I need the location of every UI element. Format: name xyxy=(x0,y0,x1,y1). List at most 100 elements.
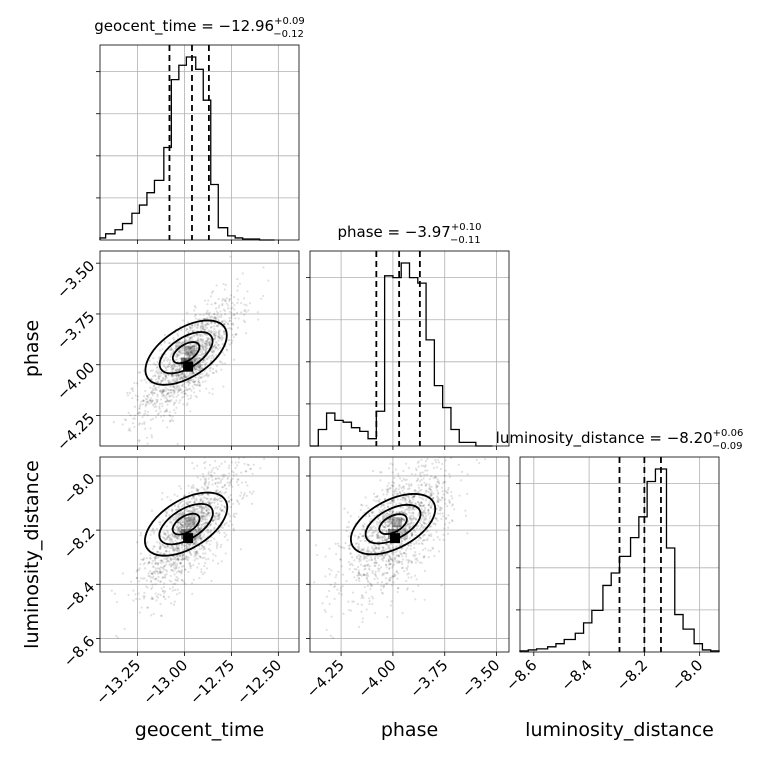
sample-point xyxy=(183,345,186,348)
sample-point xyxy=(244,332,248,335)
sample-point xyxy=(177,559,180,562)
sample-point xyxy=(157,377,160,380)
sample-point xyxy=(391,499,394,503)
sample-point xyxy=(369,534,372,538)
sample-point xyxy=(210,303,213,306)
sample-point xyxy=(429,505,432,508)
sample-point xyxy=(366,564,369,567)
sample-point xyxy=(189,410,192,413)
sample-point xyxy=(146,394,149,397)
sample-point xyxy=(157,551,160,554)
sample-point xyxy=(156,381,159,384)
sample-point xyxy=(176,557,179,560)
sample-point xyxy=(246,290,249,293)
sample-point xyxy=(446,505,449,508)
sample-point xyxy=(179,352,182,355)
sample-point xyxy=(169,346,173,350)
sample-point xyxy=(243,492,246,495)
sample-point xyxy=(393,557,396,560)
sample-point xyxy=(440,517,443,521)
sample-point xyxy=(189,373,192,376)
sample-point xyxy=(348,563,352,566)
sample-point xyxy=(195,376,198,379)
sample-point xyxy=(150,397,153,400)
sample-point xyxy=(205,317,208,320)
sample-point xyxy=(198,577,201,580)
sample-point xyxy=(170,521,173,525)
sample-point xyxy=(154,572,157,575)
sample-point xyxy=(365,557,369,560)
sample-point xyxy=(195,539,198,542)
sample-point xyxy=(393,490,396,493)
sample-point xyxy=(196,323,199,326)
sample-point xyxy=(180,528,183,531)
sample-point xyxy=(415,578,418,581)
sample-point xyxy=(145,557,148,560)
sample-point xyxy=(216,515,219,518)
sample-point xyxy=(165,410,169,413)
sample-point xyxy=(181,578,184,582)
sample-point xyxy=(202,496,206,499)
sample-point xyxy=(195,368,198,371)
sample-point xyxy=(399,525,402,528)
sample-point xyxy=(204,467,207,470)
sample-point xyxy=(392,575,395,578)
sample-point xyxy=(166,496,169,499)
sample-point xyxy=(325,628,328,631)
sample-point xyxy=(362,549,365,552)
sample-point xyxy=(370,559,373,562)
sample-point xyxy=(168,420,172,423)
sample-point xyxy=(195,347,198,350)
sample-point xyxy=(438,538,441,541)
sample-point xyxy=(188,353,191,356)
sample-point xyxy=(235,512,238,515)
sample-point xyxy=(410,473,414,476)
sample-point xyxy=(200,493,204,496)
sample-point xyxy=(194,383,197,386)
sample-point xyxy=(230,328,234,331)
sample-point xyxy=(404,509,407,512)
sample-point xyxy=(367,581,370,584)
sample-point xyxy=(417,584,420,587)
sample-point xyxy=(379,479,382,482)
sample-point xyxy=(200,544,204,547)
sample-point xyxy=(397,561,400,564)
sample-point xyxy=(406,508,409,511)
sample-point xyxy=(231,333,234,336)
sample-point xyxy=(155,570,158,573)
sample-point xyxy=(170,602,173,605)
sample-point xyxy=(169,565,173,568)
sample-point xyxy=(448,499,451,502)
sample-point xyxy=(169,518,172,521)
sample-point xyxy=(457,463,460,466)
sample-point xyxy=(217,477,220,480)
sample-point xyxy=(220,315,223,319)
sample-point xyxy=(203,571,206,574)
sample-point xyxy=(195,497,198,501)
y-tick-label: −4.25 xyxy=(53,409,98,454)
sample-point xyxy=(164,532,167,535)
sample-point xyxy=(159,381,162,384)
sample-point xyxy=(406,565,410,568)
sample-point xyxy=(444,481,447,484)
sample-point xyxy=(204,342,207,346)
sample-point xyxy=(164,366,167,369)
sample-point xyxy=(202,548,205,551)
sample-point xyxy=(391,463,394,466)
sample-point xyxy=(387,521,390,524)
sample-point xyxy=(425,530,428,533)
sample-point xyxy=(407,519,410,523)
sample-point xyxy=(393,563,396,566)
sample-point xyxy=(399,541,403,545)
y-tick-label: −3.50 xyxy=(53,257,98,302)
sample-point xyxy=(383,498,386,501)
sample-point xyxy=(200,515,203,518)
sample-point xyxy=(381,548,385,551)
sample-point xyxy=(171,548,174,551)
sample-point xyxy=(183,389,186,393)
sample-point xyxy=(208,463,212,467)
sample-point xyxy=(203,359,207,362)
sample-point xyxy=(415,479,418,483)
sample-point xyxy=(371,569,374,573)
sample-point xyxy=(175,346,178,349)
